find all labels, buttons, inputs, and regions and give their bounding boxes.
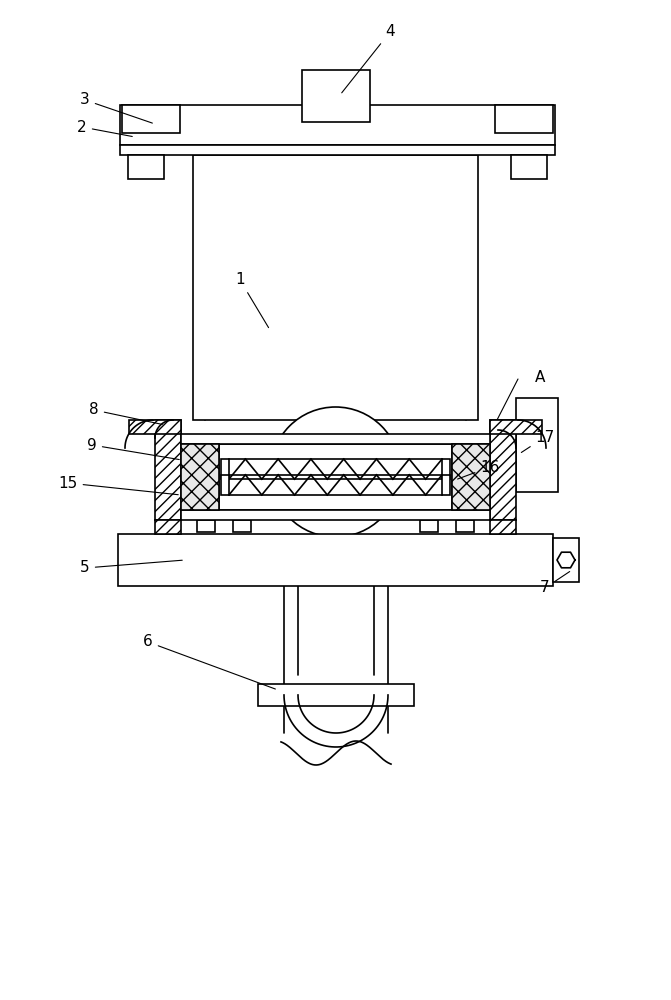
Bar xyxy=(118,534,553,586)
Bar xyxy=(120,145,555,155)
Text: 2: 2 xyxy=(77,119,132,136)
Text: 17: 17 xyxy=(521,430,555,452)
Text: 16: 16 xyxy=(458,460,500,479)
Text: 3: 3 xyxy=(80,93,152,123)
Bar xyxy=(511,155,547,179)
Bar xyxy=(221,459,229,479)
Bar xyxy=(181,510,490,520)
Bar xyxy=(193,155,478,420)
Bar xyxy=(490,420,542,434)
Text: 4: 4 xyxy=(342,24,395,93)
Bar xyxy=(181,434,490,444)
Circle shape xyxy=(270,407,401,537)
Text: 5: 5 xyxy=(81,560,183,576)
Text: 1: 1 xyxy=(236,272,268,328)
Bar xyxy=(181,444,219,510)
Text: 15: 15 xyxy=(58,476,178,495)
Bar xyxy=(155,520,181,534)
Bar xyxy=(456,520,474,532)
Bar xyxy=(120,105,555,145)
Bar xyxy=(516,398,558,492)
Bar xyxy=(452,444,490,510)
Bar xyxy=(129,420,181,434)
Bar xyxy=(553,538,579,582)
Bar xyxy=(122,105,180,133)
Bar xyxy=(258,684,414,706)
Bar xyxy=(128,155,164,179)
Bar xyxy=(442,459,450,479)
Bar xyxy=(233,520,251,532)
Text: 7: 7 xyxy=(540,572,570,595)
Bar xyxy=(197,520,215,532)
Bar xyxy=(302,70,370,122)
Text: 6: 6 xyxy=(143,635,275,689)
Text: A: A xyxy=(535,369,545,384)
Bar xyxy=(155,420,181,520)
Bar xyxy=(490,520,516,534)
Bar xyxy=(442,475,450,495)
Bar xyxy=(495,105,553,133)
Text: 9: 9 xyxy=(87,438,179,460)
Bar xyxy=(490,420,516,520)
Bar xyxy=(219,444,452,510)
Bar xyxy=(221,475,229,495)
Text: 8: 8 xyxy=(89,402,162,424)
Bar xyxy=(420,520,438,532)
